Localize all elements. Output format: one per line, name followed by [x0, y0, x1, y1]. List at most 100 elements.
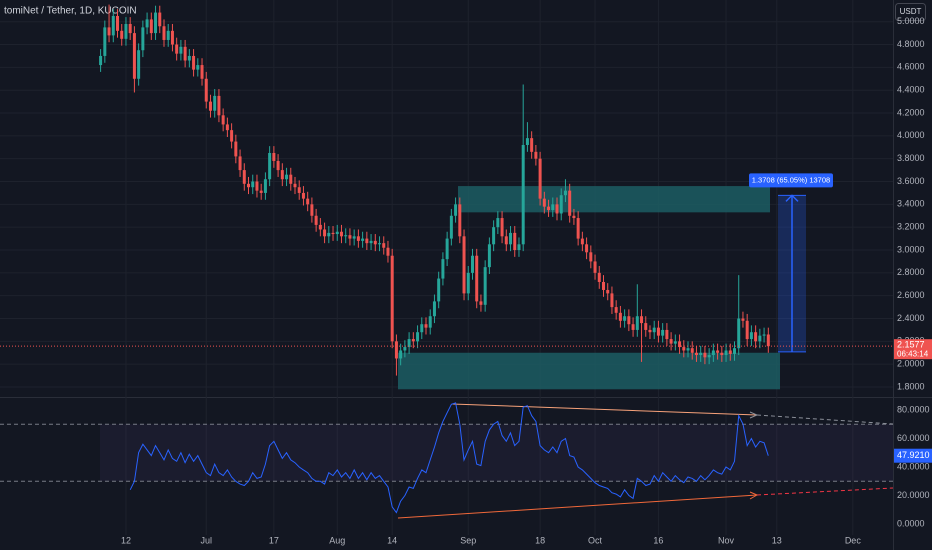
candle-body — [631, 324, 635, 330]
candle-body — [154, 12, 158, 34]
candle-body — [251, 181, 255, 188]
y-tick-label: 2.8000 — [897, 267, 925, 277]
candle-body — [483, 267, 487, 305]
candle-body — [399, 350, 403, 359]
candle-body — [741, 318, 745, 321]
candle-body — [289, 174, 293, 184]
y-tick-label: 3.0000 — [897, 244, 925, 254]
x-tick-label: 16 — [653, 535, 663, 545]
candle-body — [513, 232, 517, 251]
candle-body — [179, 46, 183, 54]
candle-body — [352, 236, 356, 239]
rsi-value-label: 47.9210 — [897, 450, 930, 460]
y-tick-label: 4.2000 — [897, 107, 925, 117]
candle-body — [259, 190, 263, 193]
rsi-band — [100, 424, 893, 482]
candle-body — [204, 78, 208, 102]
candle-body — [200, 65, 204, 79]
candle-body — [378, 243, 382, 245]
rsi-value-bg — [894, 448, 932, 463]
candle-body — [610, 293, 614, 308]
candle-body — [530, 138, 534, 152]
candle-body — [724, 350, 728, 356]
candle-body — [601, 281, 605, 290]
candle-body — [175, 44, 179, 54]
candle-body — [652, 327, 656, 333]
y-tick-label: 4.6000 — [897, 62, 925, 72]
currency-label[interactable]: USDT — [900, 7, 922, 16]
candle-body — [306, 198, 310, 205]
candle-body — [365, 238, 369, 244]
candle-body — [335, 231, 339, 235]
rsi-trendline-ext — [756, 414, 894, 425]
rsi-tick-label: 40.0000 — [897, 461, 930, 471]
x-tick-label: 18 — [535, 535, 545, 545]
candle-body — [551, 204, 555, 211]
y-tick-label: 2.4000 — [897, 313, 925, 323]
candle-body — [538, 158, 542, 199]
candle-body — [555, 204, 559, 214]
candle-body — [640, 316, 644, 324]
rsi-tick-label: 60.0000 — [897, 433, 930, 443]
candle-body — [225, 124, 229, 131]
candle-body — [344, 235, 348, 237]
candle-body — [187, 55, 191, 61]
candle-body — [247, 183, 251, 188]
candle-body — [673, 341, 677, 344]
x-tick-label: 13 — [772, 535, 782, 545]
last-price-bg — [894, 339, 932, 360]
candle-body — [428, 316, 432, 328]
candle-body — [339, 231, 343, 237]
currency-button[interactable] — [895, 3, 926, 21]
candle-body — [437, 278, 441, 302]
candle-body — [111, 15, 115, 36]
candle-body — [208, 101, 212, 111]
candle-body — [170, 30, 174, 45]
candle-body — [716, 350, 720, 353]
candle-body — [268, 152, 272, 180]
candle-body — [394, 341, 398, 359]
y-tick-label: 3.4000 — [897, 199, 925, 209]
candle-body — [107, 27, 111, 36]
y-tick-label: 2.6000 — [897, 290, 925, 300]
y-tick-label: 5.0000 — [897, 16, 925, 26]
candle-body — [534, 151, 538, 159]
candle-body — [648, 329, 652, 333]
candle-body — [314, 215, 318, 225]
candle-body — [348, 235, 352, 239]
y-tick-label: 1.8000 — [897, 381, 925, 391]
candle-body — [635, 316, 639, 330]
candle-body — [568, 190, 572, 216]
candle-body — [669, 339, 673, 344]
candle-body — [445, 238, 449, 260]
y-tick-label: 2.0000 — [897, 359, 925, 369]
candle-body — [500, 218, 504, 237]
candle-body — [521, 144, 525, 245]
candle-body — [318, 224, 322, 230]
candle-body — [614, 307, 618, 313]
candle-body — [263, 179, 267, 193]
last-price-label: 2.1577 — [897, 340, 925, 350]
candle-body — [441, 259, 445, 279]
candle-body — [116, 15, 120, 31]
candle-body — [462, 236, 466, 294]
y-tick-label: 3.6000 — [897, 176, 925, 186]
candle-body — [618, 312, 622, 321]
x-tick-label: Jul — [200, 535, 212, 545]
candle-body — [149, 19, 153, 34]
candle-body — [585, 244, 589, 253]
candle-body — [128, 23, 132, 34]
candle-body — [644, 323, 648, 330]
candle-body — [356, 236, 360, 241]
candle-body — [563, 190, 567, 196]
candle-body — [766, 334, 770, 347]
candle-body — [728, 350, 732, 354]
candle-body — [589, 252, 593, 262]
candle-body — [293, 183, 297, 188]
measure-label-bg — [749, 173, 833, 188]
candle-body — [213, 95, 217, 111]
candle-body — [369, 240, 373, 244]
candle-body — [158, 12, 162, 27]
candle-body — [192, 55, 196, 70]
x-tick-label: 14 — [387, 535, 397, 545]
